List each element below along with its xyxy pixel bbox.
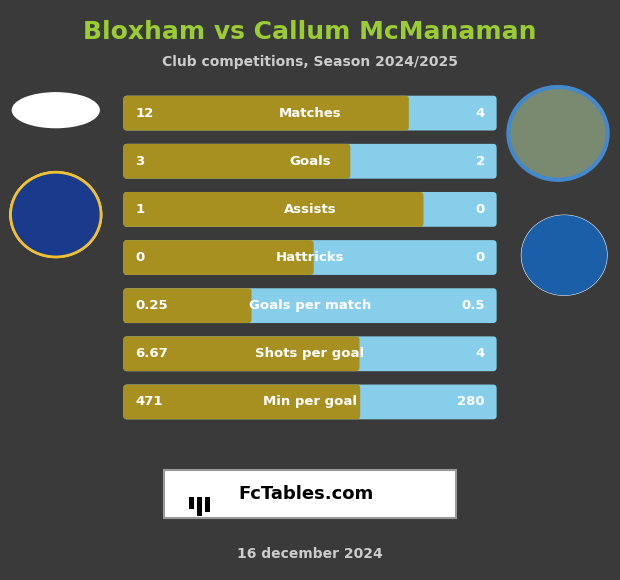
Bar [197, 497, 202, 516]
Bar [237, 292, 248, 320]
Text: 0: 0 [476, 251, 485, 264]
Text: 4: 4 [476, 107, 485, 119]
Text: 0: 0 [135, 251, 144, 264]
FancyBboxPatch shape [123, 240, 497, 275]
Text: 0.5: 0.5 [461, 299, 485, 312]
FancyBboxPatch shape [123, 288, 497, 323]
FancyBboxPatch shape [123, 144, 350, 179]
Bar [189, 497, 194, 509]
Text: 12: 12 [135, 107, 153, 119]
FancyBboxPatch shape [123, 288, 252, 323]
Bar [335, 147, 347, 175]
FancyBboxPatch shape [123, 385, 360, 419]
Text: 3: 3 [135, 155, 144, 168]
FancyBboxPatch shape [164, 470, 456, 518]
Bar [394, 99, 405, 127]
Bar [345, 340, 356, 368]
Text: Club competitions, Season 2024/2025: Club competitions, Season 2024/2025 [162, 55, 458, 69]
Text: Hattricks: Hattricks [276, 251, 344, 264]
Text: Min per goal: Min per goal [263, 396, 357, 408]
Text: 280: 280 [457, 396, 485, 408]
Bar [409, 195, 420, 223]
Bar [345, 388, 356, 416]
Text: 2: 2 [476, 155, 485, 168]
Text: 16 december 2024: 16 december 2024 [237, 547, 383, 561]
FancyBboxPatch shape [123, 240, 314, 275]
FancyBboxPatch shape [123, 96, 497, 130]
FancyBboxPatch shape [123, 192, 497, 227]
FancyBboxPatch shape [123, 385, 497, 419]
Text: Goals per match: Goals per match [249, 299, 371, 312]
Text: Assists: Assists [284, 203, 336, 216]
Text: 0.25: 0.25 [135, 299, 168, 312]
Text: Goals: Goals [289, 155, 331, 168]
Text: Bloxham vs Callum McManaman: Bloxham vs Callum McManaman [83, 20, 537, 44]
FancyBboxPatch shape [123, 192, 423, 227]
Text: 0: 0 [476, 203, 485, 216]
Text: 1: 1 [135, 203, 144, 216]
Text: 4: 4 [476, 347, 485, 360]
Circle shape [522, 216, 606, 295]
Circle shape [11, 172, 101, 257]
Circle shape [9, 171, 102, 258]
FancyBboxPatch shape [123, 144, 497, 179]
Bar [299, 244, 310, 271]
FancyBboxPatch shape [123, 96, 409, 130]
FancyBboxPatch shape [123, 336, 497, 371]
Text: 6.67: 6.67 [135, 347, 168, 360]
Text: FcTables.com: FcTables.com [239, 484, 374, 503]
Ellipse shape [12, 93, 99, 128]
FancyBboxPatch shape [123, 336, 360, 371]
Bar [205, 497, 210, 512]
Text: Matches: Matches [278, 107, 342, 119]
Circle shape [521, 215, 608, 296]
Text: Shots per goal: Shots per goal [255, 347, 365, 360]
Text: 471: 471 [135, 396, 162, 408]
Circle shape [508, 87, 608, 180]
